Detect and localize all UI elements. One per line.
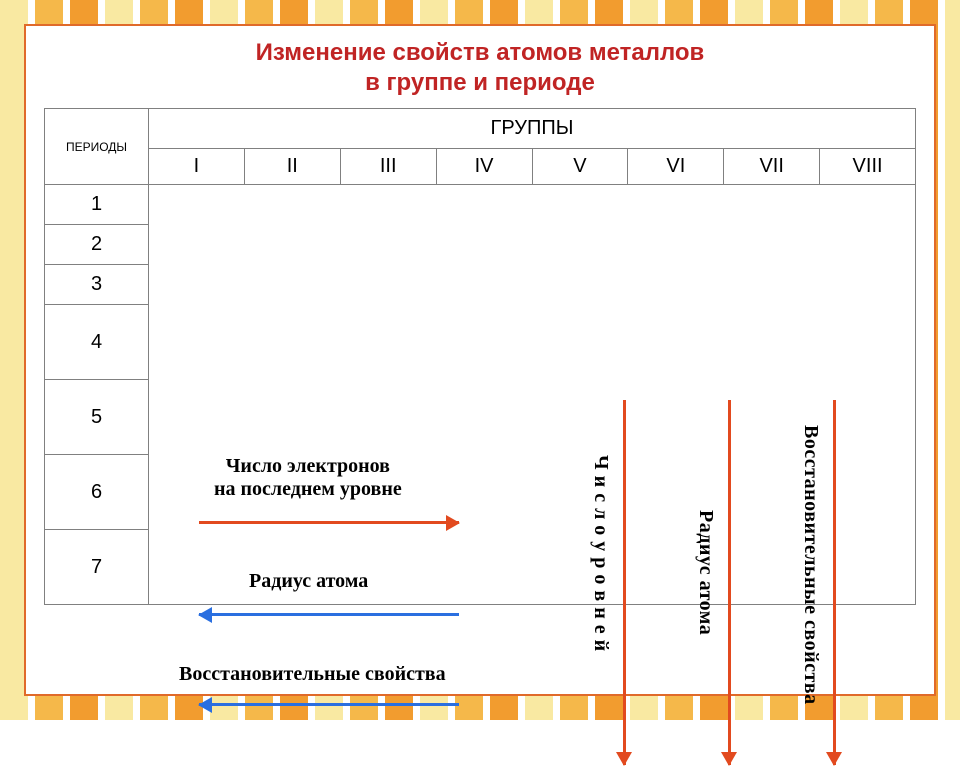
period-cell: 1 [45,185,149,225]
periodic-trends-table: ПЕРИОДЫ ГРУППЫ I II III IV V VI VII VIII… [44,108,916,605]
period-cell: 7 [45,530,149,605]
table-row: 1Число электронов на последнем уровнеРад… [45,185,916,225]
period-cell: 6 [45,455,149,530]
group-col: VI [628,149,724,185]
slide-title: Изменение свойств атомов металлов в груп… [44,38,916,98]
period-cell: 4 [45,305,149,380]
group-col: III [340,149,436,185]
period-cell: 2 [45,225,149,265]
group-col: VII [724,149,820,185]
group-columns-row: I II III IV V VI VII VIII [45,149,916,185]
period-cell: 3 [45,265,149,305]
h-label-reduce: Восстановительные свойства [179,663,446,686]
group-col: VIII [820,149,916,185]
v-label-radius: Радиус атома [694,510,717,635]
group-col: IV [436,149,532,185]
title-line-2: в группе и периоде [365,69,595,96]
group-col: V [532,149,628,185]
main-panel: Изменение свойств атомов металлов в груп… [24,24,936,696]
group-col: I [149,149,245,185]
v-label-reduce: Восстановительные свойства [799,425,822,705]
groups-header: ГРУППЫ [149,109,916,149]
v-label-levels: Ч и с л о у р о в н е й [589,455,612,652]
period-cell: 5 [45,380,149,455]
trends-body-cell: Число электронов на последнем уровне Ради… [149,185,916,605]
periods-header: ПЕРИОДЫ [45,109,149,185]
group-col: II [244,149,340,185]
title-line-1: Изменение свойств атомов металлов [256,39,705,66]
h-label-electrons: Число электронов на последнем уровне [214,455,402,501]
h-label-radius: Радиус атома [249,570,368,593]
table-body: 1 Число электронов на последнем уровне Рад… [45,185,916,605]
